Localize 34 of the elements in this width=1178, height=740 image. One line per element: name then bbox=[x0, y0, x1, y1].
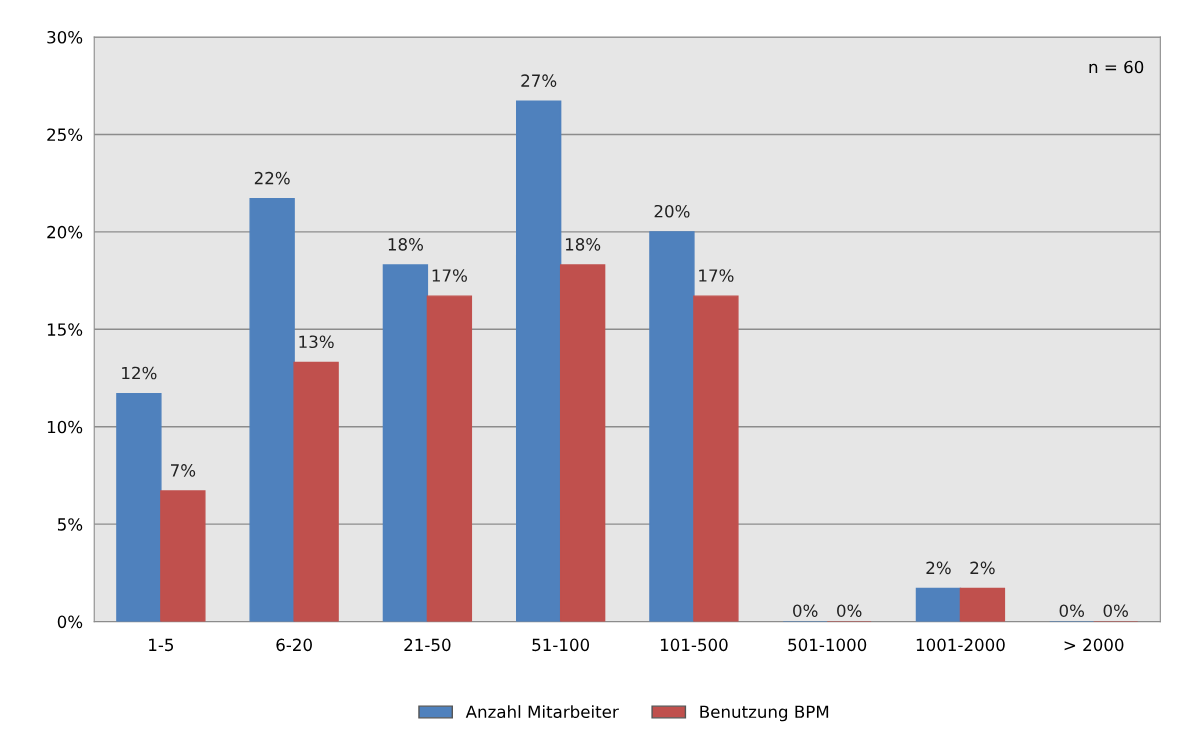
data-label: 27% bbox=[521, 74, 557, 87]
data-label: 20% bbox=[654, 204, 690, 218]
data-label: 18% bbox=[565, 238, 601, 251]
x-tick-label: 501-1000 bbox=[788, 638, 867, 652]
x-tick-label: 51-100 bbox=[532, 638, 590, 652]
data-label: 0% bbox=[1059, 604, 1085, 617]
y-tick-label: 25% bbox=[47, 128, 83, 141]
data-label: 2% bbox=[926, 561, 951, 575]
x-tick-label: 6-20 bbox=[276, 638, 312, 652]
annotation: n = 60 bbox=[1089, 60, 1144, 74]
x-tick-label: 1001-2000 bbox=[916, 638, 1005, 652]
data-label: 18% bbox=[388, 238, 424, 251]
y-tick-label: 20% bbox=[47, 225, 83, 239]
legend-label: Benutzung BPM bbox=[700, 705, 829, 722]
data-label: 13% bbox=[299, 335, 334, 349]
y-tick-label: 10% bbox=[47, 420, 83, 434]
x-tick-label: 101-500 bbox=[660, 638, 728, 652]
x-tick-label: 1-5 bbox=[149, 638, 174, 652]
legend-label: Anzahl Mitarbeiter bbox=[465, 705, 619, 719]
y-tick-label: 30% bbox=[47, 30, 83, 44]
data-label: 0% bbox=[793, 604, 818, 617]
data-label: 22% bbox=[254, 171, 290, 185]
y-tick-label: 15% bbox=[47, 323, 83, 336]
y-tick-label: 0% bbox=[57, 615, 83, 629]
y-tick-label: 5% bbox=[57, 518, 83, 531]
x-tick-label: > 2000 bbox=[1064, 638, 1124, 652]
data-label: 0% bbox=[1103, 604, 1128, 617]
data-label: 17% bbox=[699, 269, 734, 282]
data-label: 2% bbox=[970, 561, 995, 575]
data-label: 12% bbox=[122, 366, 157, 380]
data-label: 0% bbox=[837, 604, 862, 617]
x-tick-label: 21-50 bbox=[404, 638, 451, 652]
data-label: 7% bbox=[171, 464, 196, 477]
data-label: 17% bbox=[432, 269, 467, 282]
